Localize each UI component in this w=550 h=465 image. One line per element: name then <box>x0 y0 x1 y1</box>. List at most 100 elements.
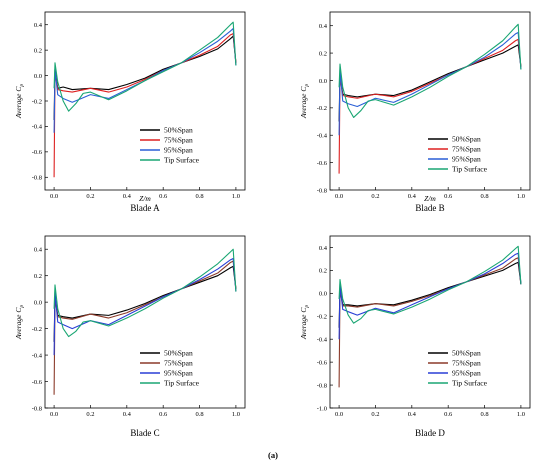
legend-label: 95%Span <box>452 369 481 378</box>
y-tick-label: -0.2 <box>317 105 327 112</box>
panel-caption: Blade B <box>415 203 444 213</box>
series-line-2 <box>338 257 522 388</box>
y-axis-label: Average Cp <box>14 305 25 340</box>
x-tick-label: 0.0 <box>335 193 343 200</box>
legend-label: 75%Span <box>164 136 193 145</box>
x-axis-label: Z/m <box>424 194 436 203</box>
legend-label: 95%Span <box>164 369 193 378</box>
x-tick-label: 0.4 <box>123 411 132 418</box>
legend-label: 75%Span <box>452 145 481 154</box>
chart-panel-3: -0.8 -0.6 -0.4 -0.2 0.0 0.2 0.4 0.0 0.2 0.4 0.6 0.8… <box>14 235 246 438</box>
y-tick-label: -0.8 <box>32 175 42 182</box>
series-line-1 <box>53 265 237 342</box>
y-tick-label: 0.0 <box>319 78 327 85</box>
plot-frame <box>44 235 246 409</box>
y-tick-label: -0.2 <box>317 314 327 321</box>
x-tick-label: 0.4 <box>123 193 132 200</box>
x-tick-label: 0.6 <box>159 193 168 200</box>
x-tick-label: 0.8 <box>480 193 488 200</box>
y-tick-label: -0.2 <box>32 326 42 333</box>
series-line-2 <box>53 33 237 178</box>
panel-caption: Blade A <box>130 203 160 213</box>
y-tick-label: -1.0 <box>317 405 327 412</box>
series-line-4 <box>338 245 522 324</box>
panel-caption: Blade C <box>130 428 159 438</box>
x-tick-label: 0.6 <box>444 411 453 418</box>
y-tick-label: -0.4 <box>317 337 328 344</box>
y-tick-label: -0.8 <box>317 382 327 389</box>
plot-frame <box>329 235 531 409</box>
x-tick-label: 0.0 <box>50 411 58 418</box>
y-tick-label: -0.8 <box>317 187 327 194</box>
series-line-4 <box>53 248 237 338</box>
legend-label: Tip Surface <box>452 379 488 388</box>
x-tick-label: 1.0 <box>517 193 525 200</box>
y-tick-label: -0.6 <box>317 160 328 167</box>
series-line-2 <box>338 38 522 174</box>
legend-label: 50%Span <box>452 349 481 358</box>
x-tick-label: 0.2 <box>86 193 94 200</box>
y-axis-label: Average Cp <box>299 84 310 119</box>
x-tick-label: 0.2 <box>371 411 379 418</box>
x-tick-label: 0.6 <box>444 193 453 200</box>
y-tick-label: -0.6 <box>317 359 328 366</box>
legend-label: Tip Surface <box>452 165 488 174</box>
y-tick-label: -0.4 <box>32 352 43 359</box>
series-line-2 <box>53 260 237 395</box>
chart-panel-2: -0.8 -0.6 -0.4 -0.2 0.0 0.2 0.4 0.0 0.2 0.4 0.6 0.8… <box>299 11 531 213</box>
y-axis-label: Average Cp <box>14 84 25 119</box>
x-tick-label: 0.8 <box>195 411 203 418</box>
legend-label: 50%Span <box>164 349 193 358</box>
y-tick-label: 0.2 <box>34 273 42 280</box>
y-tick-label: 0.4 <box>319 23 328 30</box>
series-line-1 <box>338 261 522 328</box>
y-tick-label: 0.4 <box>34 22 43 29</box>
series-line-4 <box>53 21 237 112</box>
y-tick-label: 0.2 <box>319 50 327 57</box>
x-tick-label: 0.2 <box>371 193 379 200</box>
legend-label: 50%Span <box>164 126 193 135</box>
panel-caption: Blade D <box>415 428 445 438</box>
x-tick-label: 0.2 <box>86 411 94 418</box>
legend-label: 95%Span <box>164 146 193 155</box>
y-tick-label: 0.4 <box>319 245 328 252</box>
plot-frame <box>329 11 531 191</box>
legend-label: 75%Span <box>452 359 481 368</box>
x-tick-label: 1.0 <box>517 411 525 418</box>
x-tick-label: 0.0 <box>335 411 343 418</box>
x-tick-label: 0.6 <box>159 411 168 418</box>
series-line-4 <box>338 23 522 118</box>
legend-label: 75%Span <box>164 359 193 368</box>
y-tick-label: -0.4 <box>32 124 43 131</box>
series-line-3 <box>53 257 237 356</box>
x-tick-label: 0.0 <box>50 193 58 200</box>
series-line-1 <box>338 44 522 122</box>
y-tick-label: -0.8 <box>32 405 42 412</box>
figure-label: (a) <box>268 450 278 460</box>
y-tick-label: -0.4 <box>317 133 328 140</box>
y-tick-label: 0.0 <box>319 291 327 298</box>
chart-panel-4: -1.0 -0.8 -0.6 -0.4 -0.2 0.0 0.2 0.4 0.0 0.2 0.4 0.… <box>299 235 531 438</box>
x-tick-label: 1.0 <box>232 193 240 200</box>
y-tick-label: 0.2 <box>34 47 42 54</box>
x-tick-label: 0.8 <box>480 411 488 418</box>
legend-label: Tip Surface <box>164 156 200 165</box>
x-tick-label: 0.8 <box>195 193 203 200</box>
legend-label: 50%Span <box>452 135 481 144</box>
y-tick-label: -0.6 <box>32 149 43 156</box>
legend-label: 95%Span <box>452 155 481 164</box>
y-tick-label: 0.0 <box>34 73 42 80</box>
y-tick-label: 0.2 <box>319 268 327 275</box>
x-axis-label: Z/m <box>139 194 151 203</box>
chart-panel-1: -0.8 -0.6 -0.4 -0.2 0.0 0.2 0.4 0.0 0.2 0.4 0.6 0.8… <box>14 11 246 213</box>
y-tick-label: 0.0 <box>34 299 42 306</box>
series-line-1 <box>53 35 237 121</box>
legend-label: Tip Surface <box>164 379 200 388</box>
x-tick-label: 0.4 <box>408 193 417 200</box>
y-axis-label: Average Cp <box>299 305 310 340</box>
